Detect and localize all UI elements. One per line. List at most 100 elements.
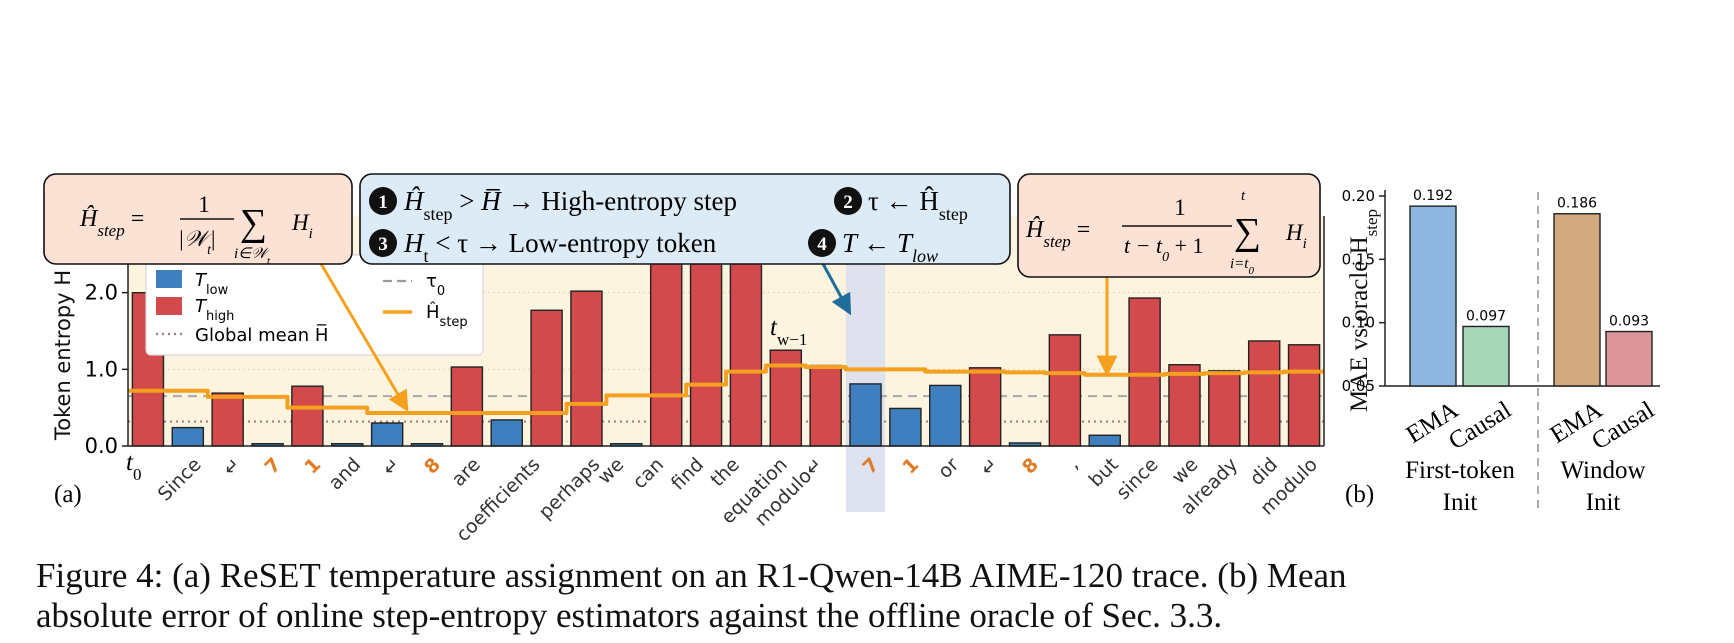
entropy-bar	[929, 384, 962, 447]
svg-text:4: 4	[817, 234, 827, 255]
entropy-bar	[570, 290, 603, 447]
entropy-bar	[1208, 370, 1241, 447]
legend-label-tau0: τ0	[426, 271, 445, 299]
y-tick-label: 0.05	[1342, 377, 1375, 395]
legend-label-high: Thigh	[195, 296, 234, 324]
x-tick-label: 8	[1018, 454, 1043, 479]
entropy-bar	[968, 367, 1002, 447]
entropy-bar	[450, 366, 484, 447]
svg-text:Ĥstep =: Ĥstep =	[79, 206, 144, 240]
svg-text:Ĥstep =: Ĥstep =	[1025, 217, 1090, 251]
group-label-window-line1: Window	[1560, 457, 1645, 484]
x-tick-label: ↵	[219, 454, 246, 481]
svg-text:1: 1	[378, 192, 388, 213]
figure-caption: Figure 4: (a) ReSET temperature assignme…	[36, 556, 1700, 636]
arrow-left-box	[318, 261, 409, 413]
x-tick-label: are	[448, 454, 485, 491]
entropy-bar	[1287, 344, 1321, 447]
panel-b-label: (b)	[1345, 481, 1374, 508]
x-tick-label: ,	[1063, 454, 1083, 474]
entropy-bar	[809, 364, 842, 447]
mae-value-label: 0.093	[1609, 314, 1649, 330]
panel-a-legend: Tlow τ0 Thigh Ĥstep Global mean H̅	[145, 254, 484, 356]
legend-label-low: Tlow	[195, 270, 229, 298]
x-tick-label: Since	[154, 454, 206, 506]
entropy-bar	[649, 261, 683, 447]
entropy-bar	[530, 309, 563, 447]
svg-text:Ht < τ → Low-entropy token: Ht < τ → Low-entropy token	[403, 228, 717, 266]
mae-bar	[1553, 213, 1601, 387]
entropy-bar	[1247, 340, 1281, 447]
svg-text:3: 3	[378, 234, 388, 255]
arrow-mid-box	[820, 261, 852, 316]
x-tick-label: and	[324, 454, 365, 495]
svg-text:∑: ∑	[240, 202, 267, 244]
svg-text:Ĥstep > H̅ → High-entropy ste: Ĥstep > H̅ → High-entropy step	[403, 186, 737, 224]
x-tick-label: 1	[898, 454, 923, 479]
svg-text:i=t0: i=t0	[1230, 256, 1254, 277]
entropy-bar	[211, 392, 244, 447]
y-tick-label: 0.20	[1342, 187, 1375, 205]
mae-value-label: 0.097	[1466, 308, 1506, 324]
entropy-bar	[849, 383, 882, 447]
panel-b-y-ticks: 0.05 0.10 0.15 0.20	[1342, 187, 1385, 395]
x-tick-label: since	[1112, 454, 1162, 504]
x-tick-label: 1	[300, 454, 325, 479]
entropy-bar	[1128, 297, 1161, 447]
entropy-bar	[1168, 364, 1201, 447]
y-tick-label: 2.0	[85, 281, 118, 305]
x-tick-label: we	[594, 454, 629, 489]
panel-a-gridlines	[128, 292, 1324, 370]
entropy-bar	[1088, 434, 1121, 447]
entropy-bar	[291, 385, 324, 447]
formula-box-left: Ĥstep = 1 |𝒲t| ∑ i∈𝒲t Hi	[43, 173, 353, 267]
entropy-bar	[729, 261, 763, 447]
caption-line-1: Figure 4: (a) ReSET temperature assignme…	[36, 556, 1347, 595]
mae-value-label: 0.192	[1413, 188, 1453, 204]
panel-b-chart: 0.05 0.10 0.15 0.20 0.192 0.097 0.186 0.093 EM…	[1342, 187, 1660, 516]
x-tick-label: perhaps	[534, 454, 604, 524]
step-entropy-line	[128, 363, 1324, 416]
panel-a-y-label: Token entropy H	[51, 270, 75, 441]
x-tick-label: or	[934, 453, 963, 482]
x-tick-label: ↵	[976, 454, 1003, 481]
svg-text:τ ← Ĥstep: τ ← Ĥstep	[868, 186, 968, 224]
x-tick-label: 7	[261, 454, 286, 479]
y-tick-label: 0.10	[1342, 314, 1375, 332]
panel-b-bars: 0.192 0.097 0.186 0.093	[1409, 188, 1653, 387]
svg-text:t − t0 + 1: t − t0 + 1	[1124, 233, 1204, 265]
panel-b-x-tick-label: Causal	[1444, 396, 1516, 455]
legend-label-step: Ĥstep	[426, 301, 468, 330]
y-tick-label: 1.0	[85, 357, 118, 381]
svg-text:t: t	[1241, 188, 1246, 204]
caption-line-2: absolute error of online step-entropy es…	[36, 596, 1223, 635]
svg-text:1: 1	[198, 192, 210, 217]
tw-label: tw−1	[770, 314, 807, 349]
legend-swatch-low	[156, 270, 182, 288]
entropy-bar	[1048, 334, 1082, 447]
panel-b-y-label: MAE vs.oracle Hstep	[1346, 209, 1381, 412]
mae-bar	[1409, 205, 1457, 387]
svg-text:1: 1	[1174, 195, 1186, 220]
x-tick-label: find	[667, 454, 708, 495]
y-tick-label: 0.0	[85, 434, 118, 458]
x-tick-label: ↵	[378, 454, 405, 481]
entropy-bar	[490, 419, 523, 447]
step-entropy-path	[128, 363, 1324, 416]
panel-a-y-ticks: 0.0 1.0 2.0	[85, 281, 128, 458]
mae-value-label: 0.186	[1557, 196, 1597, 212]
entropy-bar	[889, 407, 922, 447]
reference-lines	[128, 395, 1324, 423]
rule-box-middle: 1 Ĥstep > H̅ → High-entropy step 2 τ ← Ĥ…	[359, 173, 1011, 266]
svg-text:2: 2	[843, 192, 853, 213]
legend-swatch-high	[156, 297, 182, 315]
x-tick-label: can	[628, 454, 668, 494]
entropy-bar	[370, 422, 404, 447]
svg-text:∑: ∑	[1234, 211, 1261, 253]
mae-bar	[1462, 325, 1510, 387]
x-tick-label: the	[706, 454, 744, 492]
svg-text:Hi: Hi	[1285, 220, 1307, 252]
